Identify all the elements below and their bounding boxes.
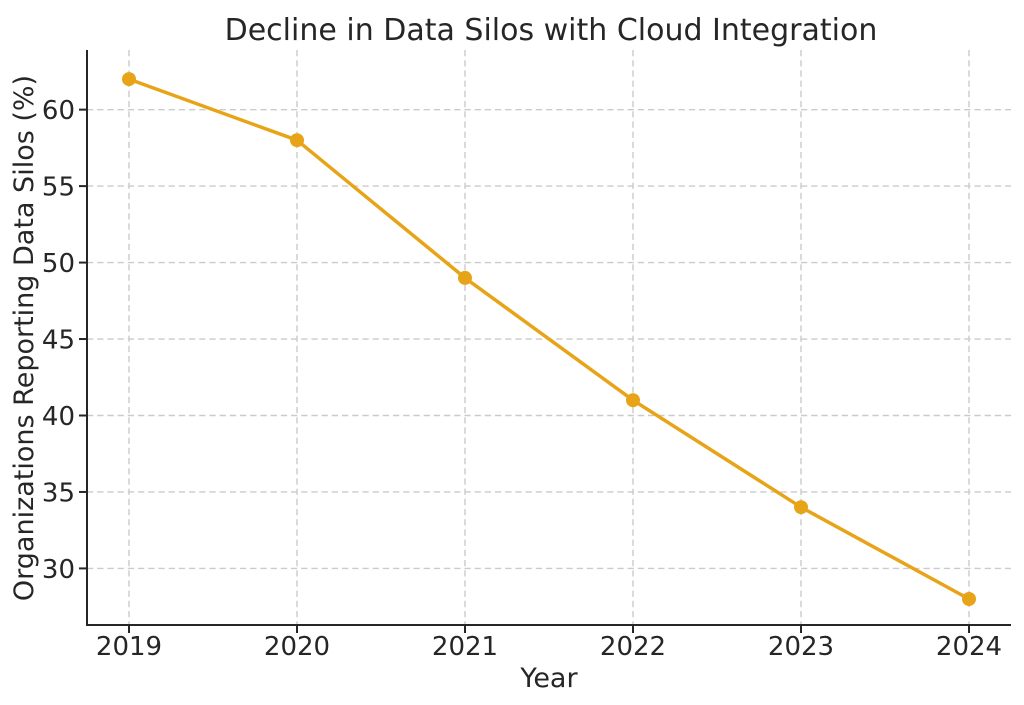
data-point — [122, 72, 136, 87]
data-point — [626, 393, 640, 408]
y-tick-label: 60 — [42, 96, 75, 126]
y-tick-label: 35 — [42, 478, 75, 508]
x-axis-label: Year — [519, 663, 578, 694]
plot-area: 2019 2020 2021 2022 2023 2024 30 35 40 45 50 55 60 — [42, 50, 1011, 662]
x-tick-label: 2023 — [768, 632, 834, 662]
y-tick-label: 45 — [42, 326, 75, 356]
data-line — [127, 77, 971, 601]
x-tick-label: 2021 — [432, 632, 498, 662]
y-tick-label: 50 — [42, 249, 75, 279]
data-point — [290, 133, 304, 148]
x-tick-label: 2020 — [264, 632, 330, 662]
chart-title: Decline in Data Silos with Cloud Integra… — [225, 13, 878, 48]
x-tick-label: 2022 — [600, 632, 666, 662]
y-tick-label: 40 — [42, 402, 75, 432]
x-tick-label: 2024 — [936, 632, 1002, 662]
data-point — [794, 500, 808, 515]
data-point — [458, 270, 472, 285]
y-tick-label: 30 — [42, 555, 75, 585]
y-tick-label: 55 — [42, 173, 75, 203]
y-axis-label: Organizations Reporting Data Silos (%) — [9, 75, 40, 601]
data-point — [962, 592, 976, 606]
x-tick-label: 2019 — [96, 632, 162, 662]
